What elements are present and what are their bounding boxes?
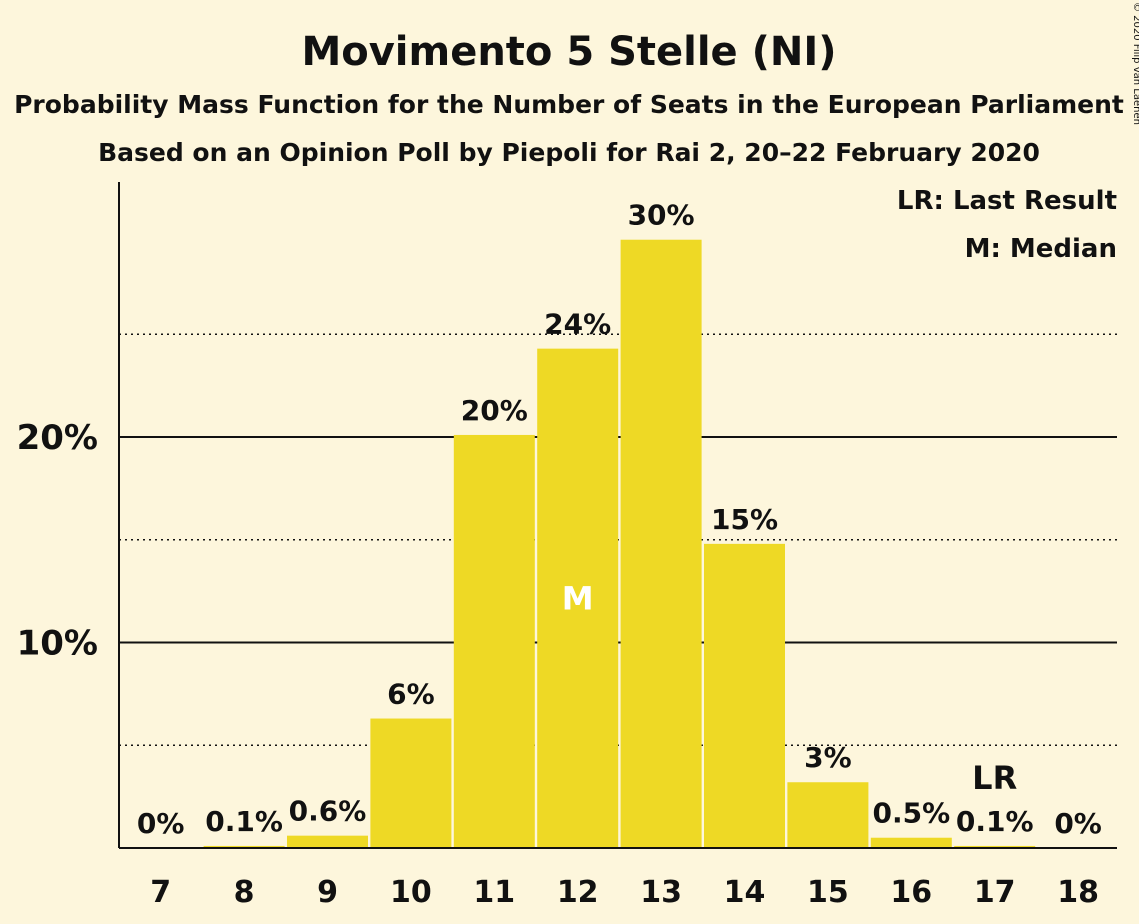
x-tick-label: 9 [317, 875, 338, 910]
x-tick-label: 13 [640, 875, 682, 910]
bar [704, 543, 785, 848]
axes: 10% 20% 7 8 9 10 11 12 13 14 15 16 17 18 [17, 182, 1117, 910]
bar-value-label: 15% [711, 503, 778, 536]
y-tick-label: 10% [17, 624, 98, 664]
x-tick-label: 7 [150, 875, 171, 910]
x-tick-label: 8 [234, 875, 255, 910]
bar-value-label: 0.1% [956, 805, 1034, 838]
chart-title: Movimento 5 Stelle (NI) [301, 29, 836, 75]
x-tick-label: 10 [390, 875, 432, 910]
bar-value-label: 6% [387, 678, 435, 711]
bar [287, 835, 368, 848]
bars: 0% 0.1% 0.6%6%20%24%M30%15%3%0.5% 0.1%LR0% [137, 199, 1102, 849]
bar [370, 718, 452, 848]
legend-last-result: LR: Last Result [897, 186, 1117, 216]
bar [954, 845, 1036, 848]
bar [453, 434, 535, 848]
copyright: © 2020 Filip van Laenen [1131, 2, 1139, 125]
bar [537, 348, 619, 848]
bar-value-label: 20% [461, 394, 528, 427]
bar-value-label: 3% [804, 741, 852, 774]
x-tick-label: 18 [1057, 875, 1099, 910]
x-tick-label: 17 [974, 875, 1016, 910]
bar [203, 845, 285, 848]
bar-value-label: 0.1% [205, 805, 283, 838]
bar-value-label: 24% [544, 308, 611, 341]
legend-median: M: Median [965, 234, 1117, 264]
median-marker: M [562, 579, 594, 617]
bar-value-label: 0% [137, 807, 185, 840]
x-tick-label: 14 [724, 875, 766, 910]
bar [787, 782, 869, 848]
bar [620, 239, 702, 849]
last-result-marker: LR [972, 759, 1017, 797]
chart-source: Based on an Opinion Poll by Piepoli for … [98, 138, 1040, 167]
bar-value-label: 0% [1054, 807, 1102, 840]
chart-subtitle: Probability Mass Function for the Number… [14, 90, 1124, 119]
x-tick-label: 15 [807, 875, 849, 910]
x-tick-label: 11 [473, 875, 515, 910]
bar-value-label: 30% [628, 199, 695, 232]
y-tick-label: 20% [17, 418, 98, 458]
bar-value-label: 0.6% [289, 795, 367, 828]
bar-value-label: 0.5% [872, 797, 950, 830]
bar [870, 837, 952, 848]
x-tick-label: 12 [557, 875, 599, 910]
x-tick-label: 16 [890, 875, 932, 910]
